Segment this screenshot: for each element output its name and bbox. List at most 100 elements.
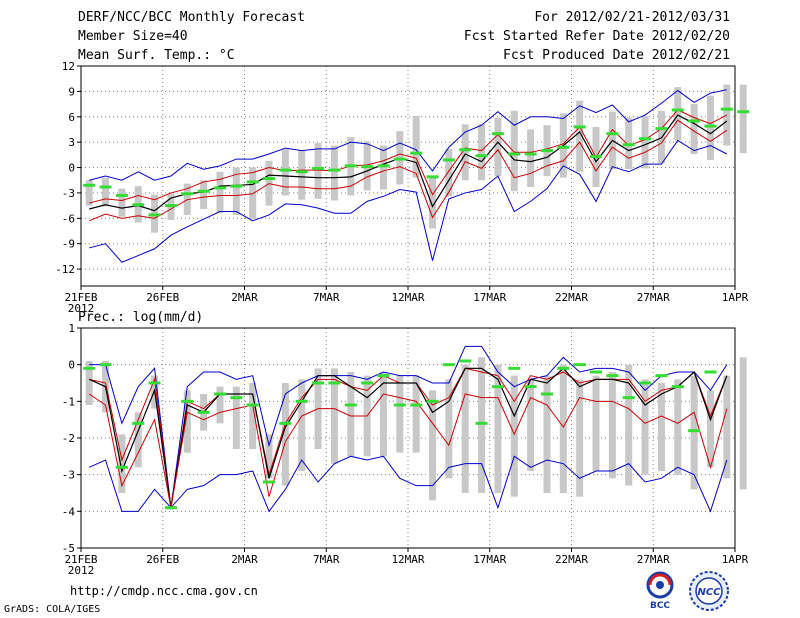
series-line-q75 (89, 109, 728, 204)
forecast-produced-date: Fcst Produced Date 2012/02/21 (503, 48, 730, 63)
ensemble-mean-mark (115, 193, 128, 197)
ensemble-mean-mark (573, 125, 586, 129)
ensemble-mean-mark (181, 192, 194, 196)
spread-bar (494, 364, 502, 493)
ensemble-mean-mark (508, 152, 521, 156)
ensemble-mean-mark (720, 107, 733, 111)
source-url[interactable]: http://cmdp.ncc.cma.gov.cn (70, 584, 258, 598)
spread-bar (461, 124, 469, 181)
y-tick-label: -12 (55, 263, 75, 276)
spread-bar (232, 386, 240, 449)
bcc-logo: BCC (646, 571, 674, 610)
ensemble-mean-mark (410, 151, 423, 155)
variable-label-temp: Mean Surf. Temp.: °C (78, 48, 235, 63)
spread-bar (478, 357, 486, 493)
spread-bar (347, 372, 355, 457)
ensemble-mean-mark (328, 381, 341, 385)
ensemble-mean-mark (164, 506, 177, 510)
ensemble-mean-mark (639, 137, 652, 141)
ensemble-mean-mark (688, 119, 701, 123)
spread-bar (330, 368, 338, 464)
spread-bar (641, 115, 649, 169)
ensemble-mean-mark (197, 410, 210, 414)
ensemble-mean-mark (148, 381, 161, 385)
spread-bar (412, 115, 420, 178)
ensemble-mean-mark (246, 403, 259, 407)
spread-bar (576, 100, 584, 172)
ensemble-mean-mark (475, 421, 488, 425)
ensemble-mean-mark (344, 403, 357, 407)
ensemble-mean-mark (442, 158, 455, 162)
series-line-q25 (88, 393, 728, 508)
series-line-max (89, 89, 727, 181)
ensemble-mean-mark (99, 363, 112, 367)
y-tick-label: 12 (62, 60, 75, 73)
series-line-min (88, 455, 728, 513)
ncc-logo: NCC (689, 571, 729, 611)
ensemble-mean-mark (132, 203, 145, 207)
ensemble-mean-mark (426, 399, 439, 403)
series-line-median (89, 114, 728, 212)
spread-bar (265, 434, 273, 479)
ensemble-mean-mark (622, 143, 635, 147)
ensemble-mean-mark (573, 363, 586, 367)
y-tick-label: 1 (68, 322, 75, 335)
ensemble-mean-mark (442, 363, 455, 367)
spread-bar (592, 375, 600, 471)
ensemble-mean-mark (606, 374, 619, 378)
spread-bar (706, 390, 714, 468)
ensemble-mean-mark (590, 155, 603, 159)
ensemble-mean-mark (508, 366, 521, 370)
ensemble-mean-mark (459, 359, 472, 363)
ensemble-mean-mark (361, 165, 374, 169)
x-tick-label: 17MAR (473, 291, 506, 304)
spread-bar (510, 110, 518, 192)
ensemble-mean-mark (557, 366, 570, 370)
spread-bar (674, 87, 682, 141)
ensemble-mean-mark (606, 132, 619, 136)
spread-bar (200, 180, 208, 209)
x-tick-label: 7MAR (313, 291, 340, 304)
x-tick-label: 26FEB (146, 291, 179, 304)
spread-bar (249, 383, 257, 449)
spread-bar (298, 150, 306, 200)
series-line-median (88, 367, 728, 508)
ensemble-mean-mark (312, 381, 325, 385)
y-tick-label: -3 (62, 187, 75, 200)
ensemble-mean-mark (197, 189, 210, 193)
ensemble-mean-mark (524, 152, 537, 156)
ensemble-mean-mark (704, 124, 717, 128)
ensemble-mean-mark (83, 183, 96, 187)
y-tick-label: 6 (68, 111, 75, 124)
spread-bar (429, 390, 437, 501)
spread-bar (118, 434, 126, 493)
series-line-q25 (88, 119, 728, 222)
spread-bar (445, 379, 453, 479)
spread-bar (739, 84, 747, 154)
spread-bar (674, 379, 682, 475)
forecast-refer-date: Fcst Started Refer Date 2012/02/20 (463, 29, 730, 44)
spread-bar (379, 145, 387, 190)
ensemble-mean-mark (688, 429, 701, 433)
x-tick-label: 17MAR (473, 553, 506, 566)
spread-bar (396, 375, 404, 453)
variable-label-prec: Prec.: log(mm/d) (78, 310, 204, 325)
ensemble-mean-mark (540, 149, 553, 153)
x-tick-year-label: 2012 (68, 302, 95, 315)
x-tick-label: 22MAR (555, 553, 588, 566)
ensemble-mean-mark (671, 108, 684, 112)
spread-bar (281, 148, 289, 196)
ensemble-mean-mark (491, 385, 504, 389)
spread-bar (445, 148, 453, 197)
ensemble-mean-mark (639, 381, 652, 385)
spread-bar (85, 180, 93, 206)
x-tick-label: 22MAR (555, 291, 588, 304)
y-tick-label: -3 (62, 469, 75, 482)
ensemble-mean-mark (426, 175, 439, 179)
spread-bar (183, 390, 191, 453)
ensemble-mean-mark (132, 421, 145, 425)
x-tick-label: 12MAR (391, 553, 424, 566)
ensemble-mean-mark (622, 396, 635, 400)
